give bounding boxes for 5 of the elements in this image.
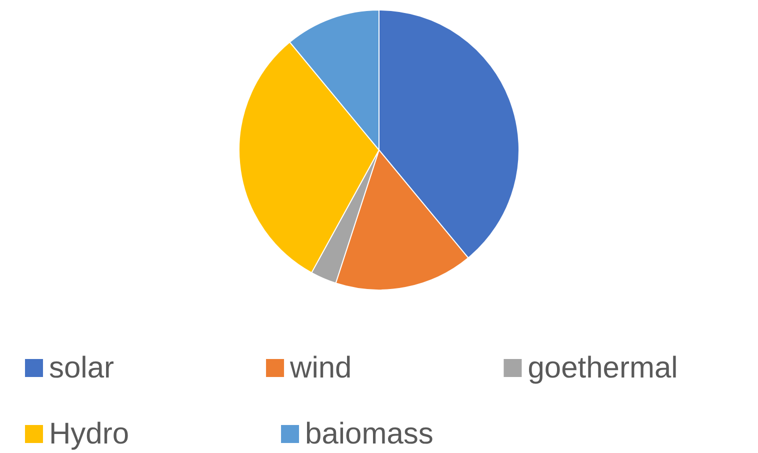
legend-label: wind [289, 352, 352, 384]
legend-label: baiomass [305, 418, 434, 450]
legend-label: Hydro [49, 418, 130, 450]
legend-label: goethermal [528, 352, 678, 384]
legend-label: solar [49, 352, 114, 384]
